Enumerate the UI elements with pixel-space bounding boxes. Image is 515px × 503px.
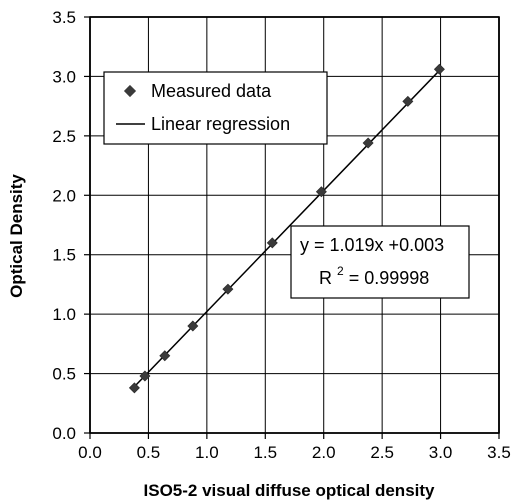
data-point-diamond bbox=[362, 137, 374, 149]
x-tick-label: 1.0 bbox=[195, 443, 219, 462]
data-point-diamond bbox=[402, 95, 414, 107]
equation-value: 1.019x +0.003 bbox=[330, 235, 445, 255]
r-squared-label: R bbox=[319, 268, 332, 288]
equation-prefix: y = bbox=[300, 235, 330, 255]
data-point-diamond bbox=[222, 283, 234, 295]
legend-marker-diamond-icon bbox=[123, 84, 137, 98]
y-tick-label: 2.5 bbox=[52, 127, 76, 146]
data-point-diamond bbox=[139, 370, 151, 382]
x-axis-title: ISO5-2 visual diffuse optical density bbox=[144, 481, 436, 500]
y-tick-label: 2.0 bbox=[52, 186, 76, 205]
legend-linear-regression-label: Linear regression bbox=[151, 114, 290, 134]
data-point-diamond bbox=[187, 320, 199, 332]
x-tick-label: 0.5 bbox=[137, 443, 161, 462]
y-tick-label: 0.0 bbox=[52, 424, 76, 443]
r-squared-superscript: 2 bbox=[337, 264, 344, 278]
x-tick-label: 2.0 bbox=[312, 443, 336, 462]
equation-text: y = 1.019x +0.003 bbox=[300, 235, 444, 255]
data-point-diamond bbox=[315, 186, 327, 198]
regression-equation-box: y = 1.019x +0.003 R 2 = 0.99998 bbox=[290, 225, 470, 299]
tick-labels-layer: 0.0 0.5 1.0 1.5 2.0 2.5 3.0 3.5 0.0 0.5 1.0 1.5 2.0 2… bbox=[52, 8, 510, 462]
y-tick-label: 1.5 bbox=[52, 246, 76, 265]
data-point-diamond bbox=[159, 350, 171, 362]
legend-measured-data-label: Measured data bbox=[151, 81, 272, 101]
y-axis-title: Optical Density bbox=[7, 174, 26, 298]
x-tick-label: 1.5 bbox=[253, 443, 277, 462]
legend: Measured data Linear regression bbox=[103, 71, 328, 145]
legend-box bbox=[103, 71, 328, 145]
y-tick-label: 0.5 bbox=[52, 365, 76, 384]
y-tick-label: 3.5 bbox=[52, 8, 76, 27]
regression-line bbox=[133, 68, 442, 388]
y-tick-label: 1.0 bbox=[52, 305, 76, 324]
r-squared-text: R 2 = 0.99998 bbox=[319, 259, 429, 288]
data-point-diamond bbox=[433, 63, 445, 75]
x-tick-label: 0.0 bbox=[78, 443, 102, 462]
regression-line-layer bbox=[133, 68, 442, 388]
r-squared-value: = 0.99998 bbox=[349, 268, 430, 288]
data-points-layer bbox=[128, 63, 445, 394]
data-point-diamond bbox=[266, 237, 278, 249]
equation-box bbox=[290, 225, 470, 299]
y-tick-label: 3.0 bbox=[52, 67, 76, 86]
x-tick-label: 3.5 bbox=[487, 443, 511, 462]
plot-frame bbox=[89, 16, 500, 434]
x-tick-label: 3.0 bbox=[429, 443, 453, 462]
x-tick-label: 2.5 bbox=[370, 443, 394, 462]
data-point-diamond bbox=[128, 382, 140, 394]
